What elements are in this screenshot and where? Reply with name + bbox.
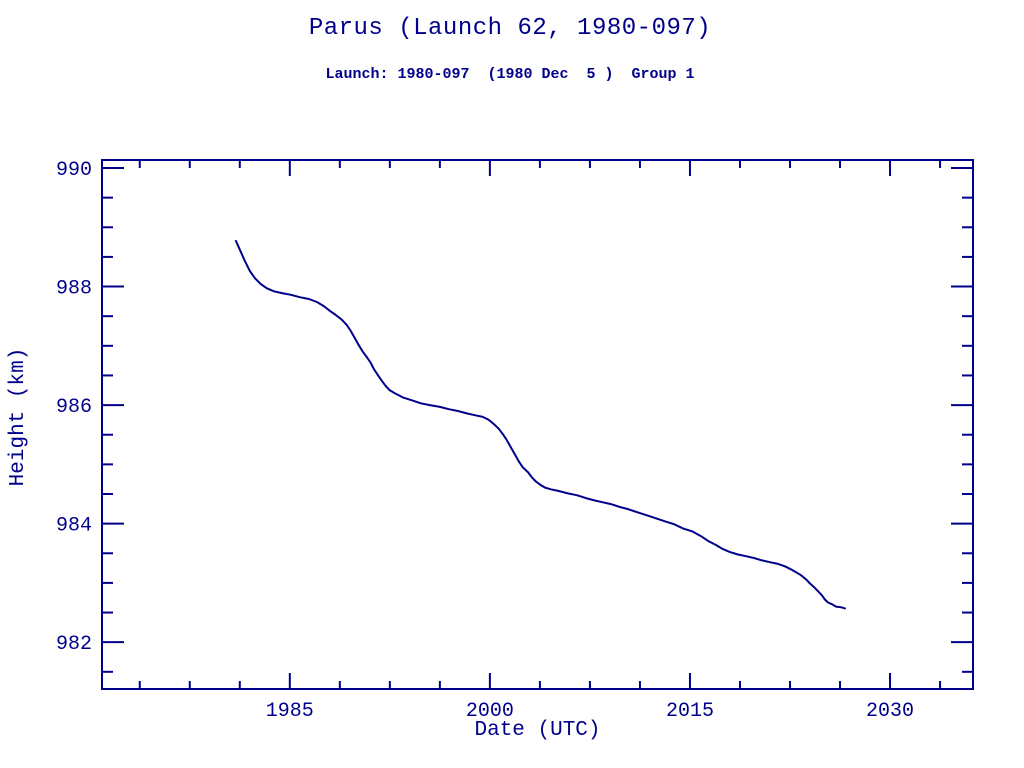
x-tick-label: 2030 [866,700,914,723]
chart-title: Parus (Launch 62, 1980-097) [308,15,712,42]
y-tick-label: 988 [56,278,92,301]
y-tick-label: 990 [56,159,92,182]
x-axis-label: Date (UTC) [474,719,601,742]
height-series-line [234,239,846,610]
chart-subtitle: Launch: 1980-097 (1980 Dec 5 ) Group 1 [325,66,695,83]
y-tick-label: 982 [56,633,92,656]
x-tick-label: 2015 [666,700,714,723]
x-tick-label: 1985 [266,700,314,723]
y-tick-label: 984 [56,515,92,538]
plot-box [101,159,974,690]
y-tick-label: 986 [56,396,92,419]
x-tick-label: 2000 [466,700,514,723]
